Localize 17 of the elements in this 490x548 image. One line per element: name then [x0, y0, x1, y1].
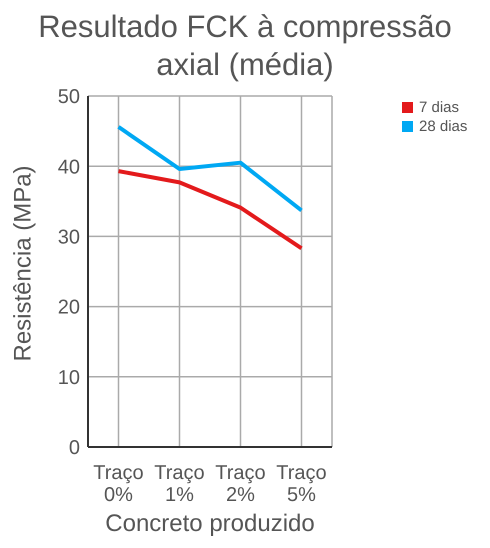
line-series: [116, 169, 304, 250]
legend-label: 7 dias: [419, 98, 460, 117]
x-tick-label: Traço 0%: [93, 462, 144, 506]
y-tick-label: 20: [58, 296, 80, 319]
chart-title: Resultado FCK à compressão axial (média): [37, 8, 453, 84]
x-tick-label: Traço 1%: [154, 462, 205, 506]
y-axis-title: Resistência (MPa): [10, 165, 37, 362]
x-axis-title: Concreto produzido: [105, 510, 315, 537]
x-tick-label: Traço 5%: [276, 462, 327, 506]
y-tick-label: 30: [58, 226, 80, 248]
legend-label: 28 dias: [419, 117, 468, 136]
line-series: [116, 124, 304, 212]
y-tick-label: 40: [58, 156, 80, 178]
y-tick-label: 10: [58, 366, 80, 389]
y-tick-label: 0: [68, 437, 80, 460]
y-tick-label: 50: [58, 86, 80, 108]
x-tick-label: Traço 2%: [215, 462, 266, 506]
